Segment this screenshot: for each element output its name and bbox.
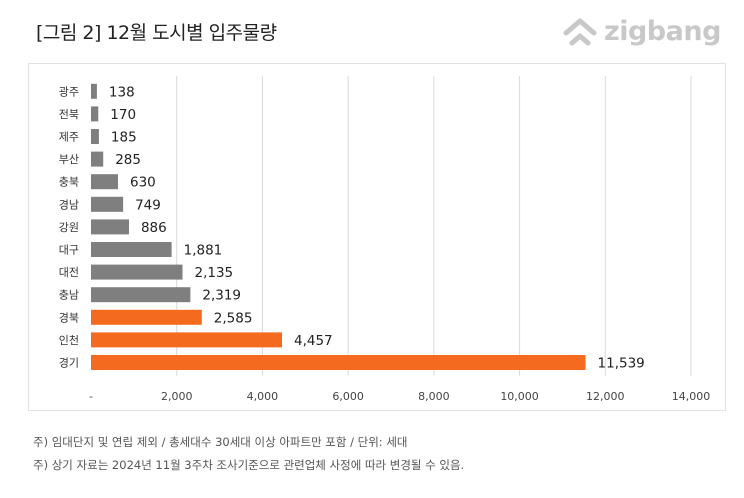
bar	[91, 219, 129, 235]
bar	[91, 264, 183, 280]
x-tick-label: 4,000	[247, 390, 279, 403]
value-label: 4,457	[294, 333, 333, 349]
x-tick-label: 12,000	[586, 390, 625, 403]
category-label: 경남	[59, 198, 79, 211]
value-label: 11,539	[598, 356, 645, 372]
value-label: 185	[111, 130, 137, 146]
zigbang-logo: zigbang	[562, 16, 721, 47]
bar	[91, 332, 283, 348]
value-label: 285	[115, 152, 141, 168]
bar	[91, 129, 99, 144]
bar	[91, 83, 97, 99]
value-label: 630	[130, 175, 156, 191]
x-tick-label: 10,000	[500, 390, 539, 403]
bar	[91, 174, 118, 190]
category-label: 제주	[59, 131, 79, 144]
x-tick-label: 8,000	[418, 390, 450, 403]
category-label: 광주	[59, 85, 79, 98]
bar	[91, 106, 99, 122]
category-label: 부산	[59, 153, 79, 166]
category-label: 경북	[59, 311, 79, 324]
chart-title: [그림 2] 12월 도시별 입주물량	[36, 22, 277, 44]
x-tick-label: 2,000	[161, 390, 193, 403]
category-label: 강원	[59, 221, 79, 234]
footnote-2: 주) 상기 자료는 2024년 11월 3주차 조사기준으로 관련업체 사정에 …	[33, 458, 465, 472]
value-label: 2,135	[195, 265, 234, 281]
bar	[91, 196, 124, 212]
x-tick-label: 6,000	[332, 390, 364, 403]
value-label: 749	[135, 197, 161, 213]
zigbang-house-logo-icon	[563, 18, 597, 45]
bar	[91, 242, 172, 257]
category-label: 대구	[59, 244, 79, 257]
footnotes: 주) 임대단지 및 연립 제외 / 총세대수 30세대 이상 아파트만 포함 /…	[33, 431, 464, 477]
logo-text: zigbang	[604, 16, 721, 47]
x-tick-label: 14,000	[672, 390, 711, 403]
category-label: 전북	[59, 108, 79, 121]
bar	[91, 151, 104, 167]
category-label: 충남	[59, 289, 79, 302]
bar	[91, 309, 202, 325]
footnote-1: 주) 임대단지 및 연립 제외 / 총세대수 30세대 이상 아파트만 포함 /…	[33, 435, 408, 449]
bar-chart: - 2,000 4,000 6,000 8,000 10,000 12,000 14,000 광…	[59, 76, 711, 403]
value-label: 138	[109, 84, 135, 100]
value-label: 1,881	[184, 243, 223, 259]
category-label: 대전	[59, 266, 79, 279]
x-tick-label: -	[89, 390, 93, 403]
value-label: 886	[141, 220, 167, 236]
bar	[91, 287, 191, 303]
bar	[91, 355, 586, 370]
chart-area: - 2,000 4,000 6,000 8,000 10,000 12,000 14,000 광…	[28, 63, 726, 411]
category-label: 충북	[59, 176, 79, 189]
category-label: 인천	[59, 333, 79, 347]
value-label: 2,585	[214, 310, 253, 326]
value-label: 2,319	[202, 288, 241, 304]
value-label: 170	[110, 107, 136, 123]
category-label: 경기	[59, 357, 79, 370]
